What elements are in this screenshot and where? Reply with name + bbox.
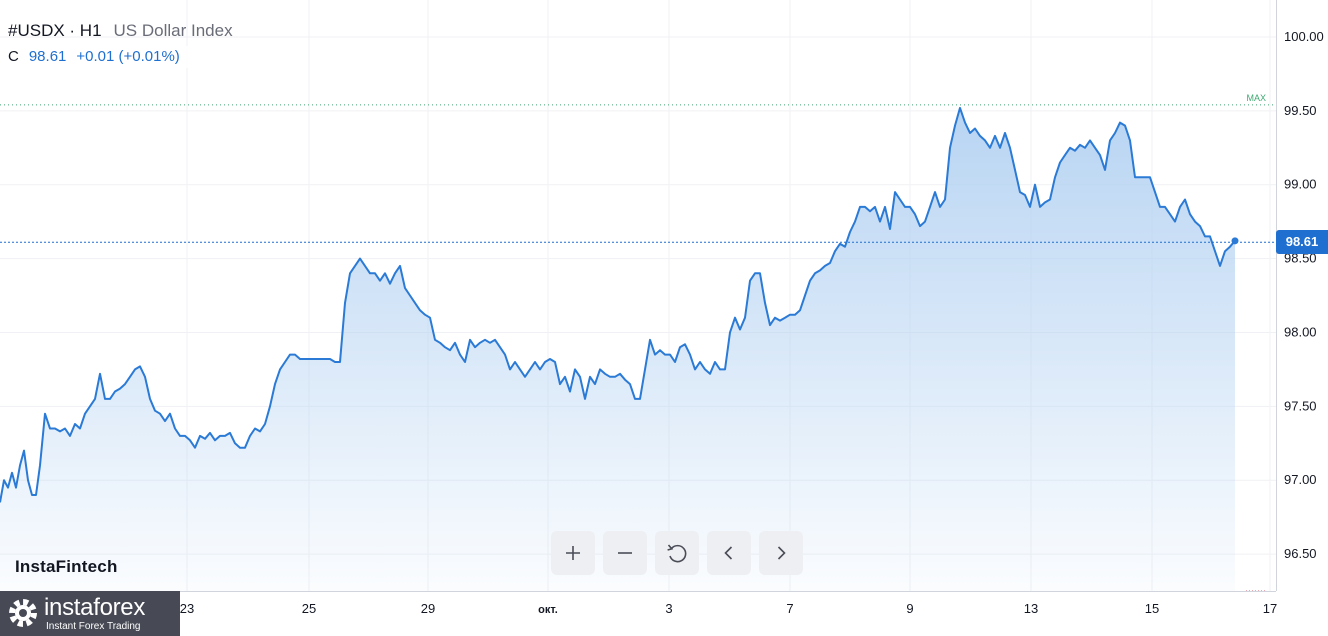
close-value: 98.61 — [28, 48, 67, 65]
chart-toolbar — [551, 531, 803, 575]
y-tick-label: 97.50 — [1284, 398, 1317, 413]
y-tick-label: 97.00 — [1284, 472, 1317, 487]
max-label: MAX — [1246, 93, 1266, 103]
instrument-name: US Dollar Index — [113, 21, 233, 40]
x-tick-label: 23 — [180, 601, 194, 616]
close-label: C — [8, 48, 19, 65]
x-axis: 23 25 29 окт. 3 7 9 13 15 17 — [180, 601, 1277, 616]
y-tick-label: 100.00 — [1284, 29, 1324, 44]
x-tick-label: 13 — [1024, 601, 1038, 616]
symbol-title[interactable]: #USDX · H1 — [8, 21, 102, 40]
price-line — [0, 106, 1236, 503]
x-tick-label: 15 — [1145, 601, 1159, 616]
gear-icon — [9, 599, 37, 627]
chevron-right-icon — [777, 546, 786, 560]
chevron-left-icon — [724, 546, 733, 560]
y-axis: 96.50 97.00 97.50 98.00 98.50 99.00 99.50 100.0… — [1284, 29, 1324, 561]
logo-name: instaforex — [44, 594, 146, 621]
x-tick-label: 17 — [1263, 601, 1277, 616]
instaforex-logo[interactable]: instaforex Instant Forex Trading — [0, 591, 180, 636]
minus-icon — [618, 552, 632, 554]
x-tick-label: 7 — [786, 601, 793, 616]
scroll-right-button[interactable] — [759, 531, 803, 575]
price-area — [0, 107, 1235, 592]
y-tick-label: 98.00 — [1284, 324, 1317, 339]
zoom-out-button[interactable] — [603, 531, 647, 575]
scroll-left-button[interactable] — [707, 531, 751, 575]
last-price-badge: 98.61 — [1276, 230, 1328, 255]
y-tick-label: 99.00 — [1284, 177, 1317, 192]
chart-legend: #USDX · H1 US Dollar Index C 98.61 +0.01 (+… — [8, 18, 233, 68]
x-tick-label: 29 — [421, 601, 435, 616]
x-tick-label: 9 — [906, 601, 913, 616]
price-change: +0.01 (+0.01%) — [76, 48, 180, 65]
reset-icon — [667, 544, 687, 563]
logo-tagline: Instant Forex Trading — [46, 621, 141, 632]
x-tick-label: 25 — [302, 601, 316, 616]
y-tick-label: 96.50 — [1284, 546, 1317, 561]
y-tick-label: 98.50 — [1284, 251, 1317, 266]
x-tick-label: окт. — [538, 604, 558, 616]
chart-watermark: InstaFintech — [15, 557, 118, 576]
ohlc-row: C 98.61 +0.01 (+0.01%) — [8, 46, 233, 68]
plus-icon — [566, 546, 580, 560]
y-tick-label: 99.50 — [1284, 103, 1317, 118]
x-tick-label: 3 — [665, 601, 672, 616]
reset-button[interactable] — [655, 531, 699, 575]
last-price-dot — [1231, 237, 1239, 245]
zoom-in-button[interactable] — [551, 531, 595, 575]
